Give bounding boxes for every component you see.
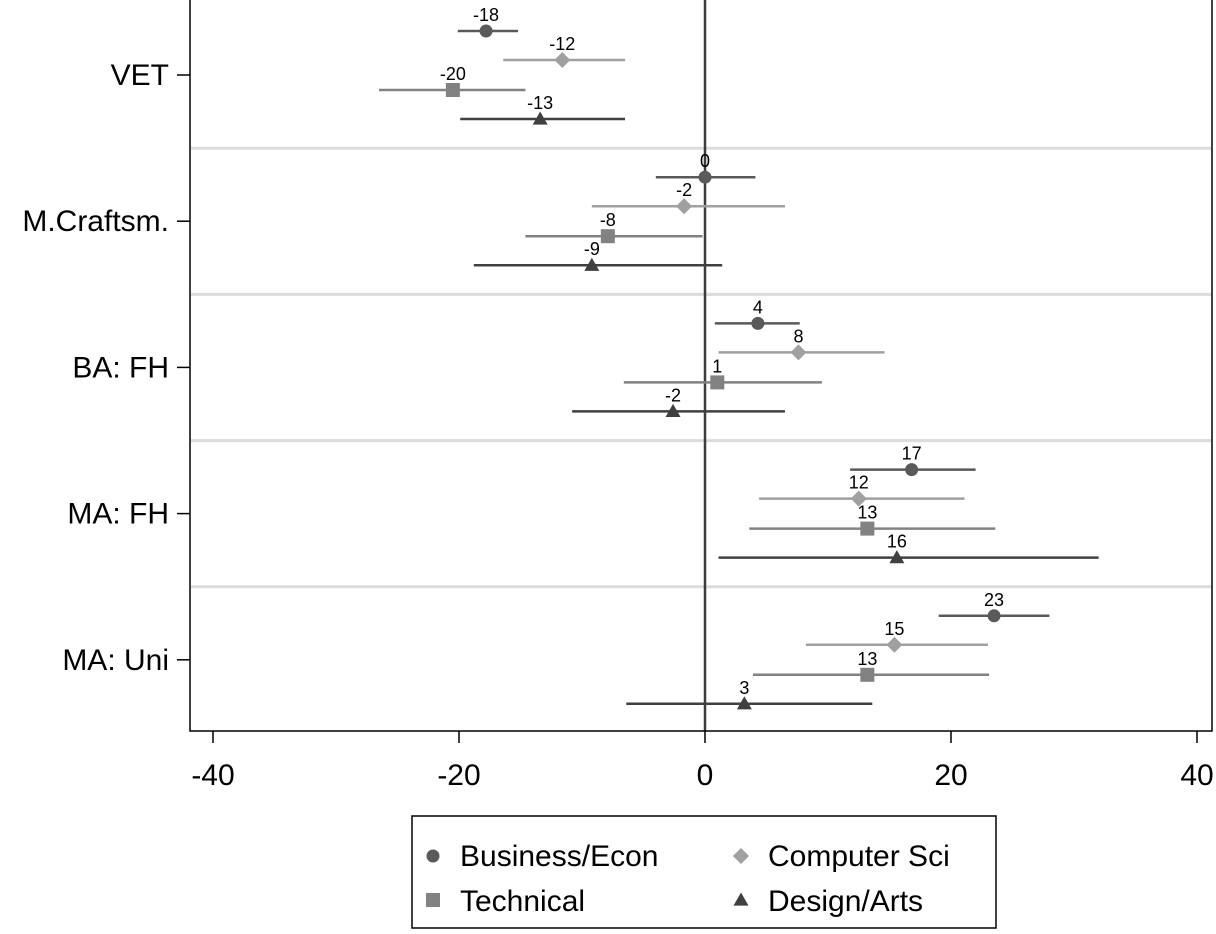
x-tick-label: -40: [191, 759, 234, 792]
data-label: 8: [793, 326, 803, 346]
marker-triangle: [665, 403, 681, 418]
marker-circle: [479, 24, 493, 38]
category-label: MA: Uni: [62, 644, 169, 677]
marker-diamond: [554, 52, 571, 68]
category-label: BA: FH: [72, 351, 169, 384]
data-label: 4: [753, 297, 763, 317]
legend-box: [411, 815, 997, 929]
data-label: -2: [665, 385, 681, 405]
marker-square: [860, 667, 875, 682]
data-label: -12: [549, 34, 575, 54]
marker-triangle: [889, 550, 905, 564]
data-label: 13: [857, 503, 877, 523]
data-label: 15: [884, 619, 904, 639]
legend-entry: Design/Arts: [733, 885, 923, 918]
marker-square: [426, 893, 440, 907]
legend-layer: Business/Econ Computer Sci Technical Design…: [411, 815, 997, 929]
marker-triangle: [736, 696, 752, 710]
data-label: -8: [600, 210, 616, 230]
marker-diamond: [790, 344, 807, 361]
grid-layer: [191, 0, 1211, 731]
data-label: 1: [712, 356, 722, 376]
legend-label: Design/Arts: [768, 885, 923, 918]
x-tick-label: 0: [697, 759, 714, 792]
legend-label: Technical: [460, 885, 585, 918]
legend-label: Computer Sci: [768, 840, 950, 873]
data-label: -18: [473, 5, 499, 25]
data-label: 12: [849, 473, 869, 493]
marker-circle: [426, 849, 440, 863]
marker-square: [600, 229, 615, 244]
data-label: 17: [902, 444, 922, 464]
series-triangle: -13 -9 -2 16 3: [460, 93, 1099, 710]
x-tick-label: 40: [1180, 759, 1213, 792]
marker-diamond: [676, 198, 693, 215]
legend-label: Business/Econ: [460, 840, 658, 873]
series-diamond: -12 -2 8 12 15: [503, 34, 988, 653]
marker-circle: [905, 463, 919, 477]
category-label: M.Craftsm.: [22, 205, 169, 238]
x-tick-label: -20: [437, 759, 480, 792]
marker-diamond: [733, 848, 749, 864]
data-label: -2: [676, 180, 692, 200]
data-label: 23: [984, 590, 1004, 610]
legend-entry: Business/Econ: [426, 840, 658, 873]
legend-entry: Technical: [426, 885, 585, 918]
data-label: -13: [527, 93, 553, 113]
marker-diamond: [886, 636, 903, 653]
marker-circle: [987, 609, 1001, 623]
marker-circle: [751, 316, 765, 330]
data-label: 13: [857, 649, 877, 669]
marker-triangle: [532, 111, 548, 125]
marker-triangle: [733, 892, 749, 906]
data-label: 16: [887, 532, 907, 552]
x-tick-label: 20: [934, 759, 967, 792]
data-label: 0: [700, 151, 710, 171]
marker-circle: [698, 170, 712, 184]
data-label: -20: [440, 64, 466, 84]
marker-square: [710, 375, 725, 390]
plot-frame: [189, 0, 1213, 732]
marker-square: [445, 83, 460, 97]
data-label: 3: [739, 678, 749, 698]
category-label: MA: FH: [67, 498, 169, 531]
category-label: VET: [111, 59, 169, 92]
marker-diamond: [850, 490, 867, 507]
data-label: -9: [584, 239, 600, 259]
marker-square: [860, 521, 875, 536]
marker-triangle: [584, 257, 600, 271]
series-circle: -18 0 4 17 23: [457, 5, 1050, 623]
series-layer: -18 0 4 17 23 -12 -2 8 12 15 -20 -8 1 13 13 -13 -9 -2 16 3: [379, 5, 1099, 710]
legend-entry: Computer Sci: [733, 840, 950, 873]
